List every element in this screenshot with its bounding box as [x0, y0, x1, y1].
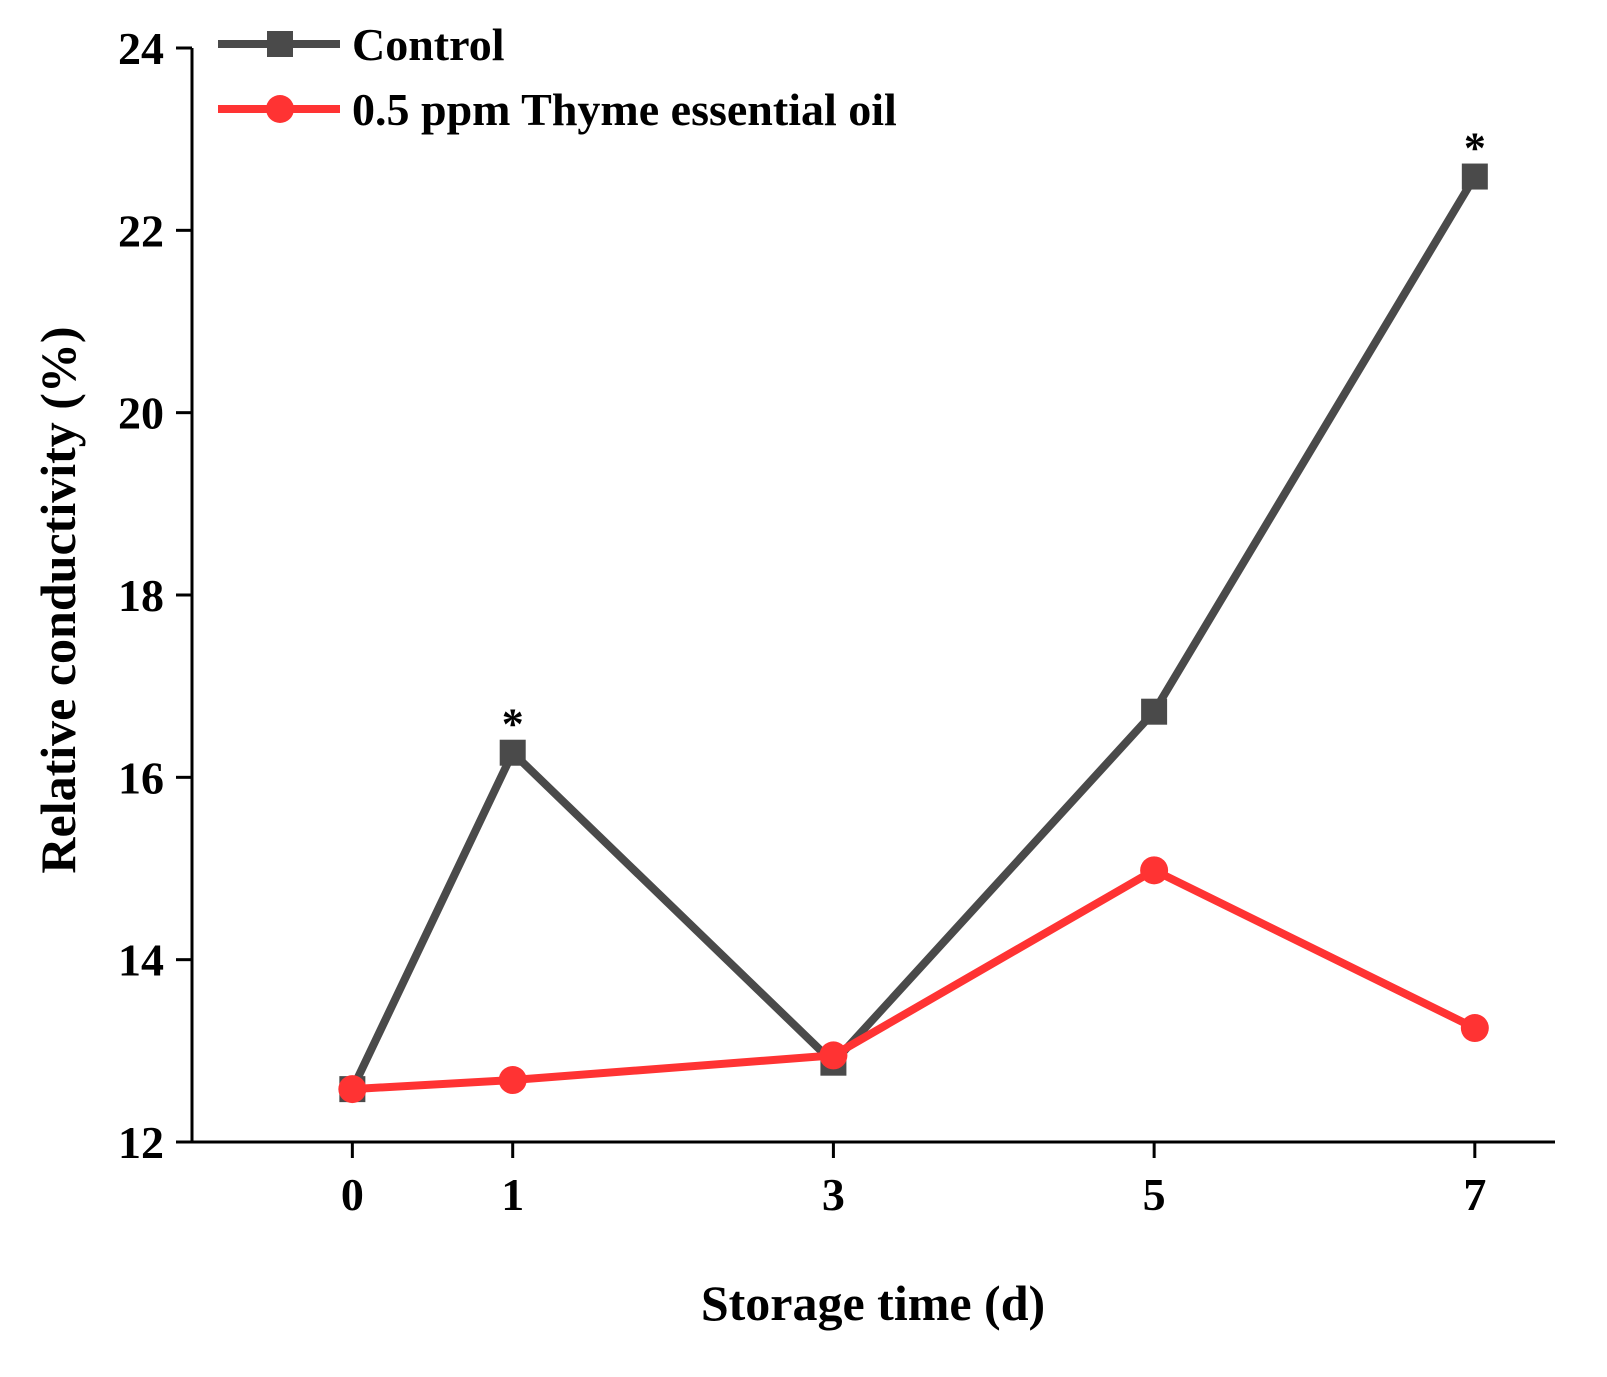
x-tick-label: 0: [341, 1169, 364, 1220]
x-ticks: 0 1 3 5 7: [341, 1142, 1486, 1220]
annotation-layer: **: [502, 124, 1486, 749]
y-tick-label: 16: [118, 752, 164, 803]
y-tick-label: 14: [118, 935, 164, 986]
axes: [190, 48, 1555, 1144]
legend-marker-thyme: [266, 95, 294, 123]
series-control: [339, 163, 1488, 1103]
x-tick-label: 3: [822, 1169, 845, 1220]
y-axis-title: Relative conductivity (%): [30, 326, 86, 873]
significance-marker: *: [502, 700, 524, 749]
data-point: [1460, 1014, 1489, 1043]
y-tick-label: 22: [118, 205, 164, 256]
significance-marker: *: [1464, 124, 1486, 173]
data-point: [338, 1075, 367, 1104]
data-point: [499, 739, 526, 766]
legend-marker-control: [267, 31, 293, 57]
y-tick-label: 20: [118, 388, 164, 439]
legend: Control 0.5 ppm Thyme essential oil: [218, 19, 897, 135]
legend-label-control: Control: [352, 19, 505, 70]
legend-label-thyme: 0.5 ppm Thyme essential oil: [352, 84, 897, 135]
y-tick-label: 18: [118, 570, 164, 621]
x-tick-label: 1: [501, 1169, 524, 1220]
y-tick-label: 24: [118, 23, 164, 74]
x-tick-label: 5: [1143, 1169, 1166, 1220]
data-point: [498, 1066, 527, 1095]
series-layer: [338, 163, 1489, 1104]
series-line: [348, 174, 1479, 1091]
data-point: [1461, 163, 1488, 190]
x-tick-label: 7: [1463, 1169, 1486, 1220]
data-point: [819, 1041, 848, 1070]
series-thyme: [338, 856, 1489, 1104]
y-tick-label: 12: [118, 1117, 164, 1168]
y-ticks: 12 14 16 18 20 22 24: [118, 23, 192, 1168]
data-point: [1140, 856, 1169, 885]
x-axis-title: Storage time (d): [701, 1275, 1045, 1331]
legend-item-control: Control: [218, 19, 505, 70]
data-point: [1141, 698, 1168, 725]
legend-item-thyme: 0.5 ppm Thyme essential oil: [218, 84, 897, 135]
